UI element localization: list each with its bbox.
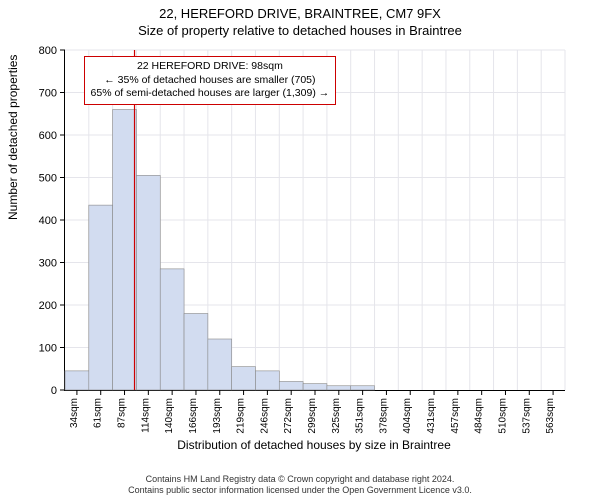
attribution-line1: Contains HM Land Registry data © Crown c… (0, 474, 600, 485)
histogram-bar (351, 386, 375, 390)
x-tick-label: 34sqm (69, 398, 80, 428)
svg-text:100: 100 (39, 343, 57, 355)
x-tick-label: 114sqm (140, 398, 151, 433)
svg-text:200: 200 (39, 300, 57, 312)
x-tick-label: 193sqm (212, 398, 223, 434)
svg-text:400: 400 (39, 215, 57, 227)
histogram-bar (255, 371, 279, 390)
histogram-bar (65, 371, 89, 390)
svg-text:600: 600 (39, 130, 57, 142)
annotation-line2: ← 35% of detached houses are smaller (70… (91, 74, 330, 88)
histogram-bar (89, 205, 113, 390)
annotation-line3: 65% of semi-detached houses are larger (… (91, 87, 330, 101)
annotation-box: 22 HEREFORD DRIVE: 98sqm ← 35% of detach… (84, 56, 337, 105)
x-tick-label: 484sqm (474, 398, 485, 434)
page-title-line1: 22, HEREFORD DRIVE, BRAINTREE, CM7 9FX (0, 0, 600, 21)
svg-text:500: 500 (39, 173, 57, 185)
attribution-text: Contains HM Land Registry data © Crown c… (0, 474, 600, 497)
histogram-bar (327, 386, 351, 390)
page-title-line2: Size of property relative to detached ho… (0, 21, 600, 38)
histogram-bar (303, 384, 327, 390)
x-tick-label: 457sqm (450, 398, 461, 434)
x-tick-label: 563sqm (545, 398, 556, 434)
histogram-bar (184, 314, 208, 391)
x-tick-label: 325sqm (331, 398, 342, 434)
x-tick-label: 246sqm (259, 398, 270, 434)
svg-text:700: 700 (39, 88, 57, 100)
x-tick-label: 87sqm (117, 398, 128, 428)
histogram-bar (232, 367, 256, 390)
x-tick-label: 272sqm (283, 398, 294, 434)
svg-text:800: 800 (39, 45, 57, 57)
x-tick-label: 404sqm (402, 398, 413, 434)
x-tick-label: 351sqm (355, 398, 366, 434)
histogram-bar (160, 269, 184, 390)
x-tick-label: 431sqm (426, 398, 437, 434)
x-tick-label: 140sqm (164, 398, 175, 434)
histogram-bar (113, 110, 137, 391)
x-tick-label: 219sqm (236, 398, 247, 434)
x-tick-label: 166sqm (188, 398, 199, 434)
x-tick-label: 537sqm (521, 398, 532, 434)
x-tick-label: 299sqm (307, 398, 318, 434)
x-tick-label: 510sqm (497, 398, 508, 434)
x-axis-label: Distribution of detached houses by size … (64, 438, 564, 452)
attribution-line2: Contains public sector information licen… (0, 485, 600, 496)
svg-text:300: 300 (39, 258, 57, 270)
svg-text:0: 0 (51, 385, 57, 397)
histogram-bar (208, 339, 232, 390)
x-tick-label: 61sqm (93, 398, 104, 428)
y-axis-label: Number of detached properties (6, 55, 20, 220)
annotation-line1: 22 HEREFORD DRIVE: 98sqm (91, 60, 330, 74)
x-tick-label: 378sqm (378, 398, 389, 434)
histogram-bar (136, 175, 160, 390)
histogram-bar (279, 382, 303, 391)
